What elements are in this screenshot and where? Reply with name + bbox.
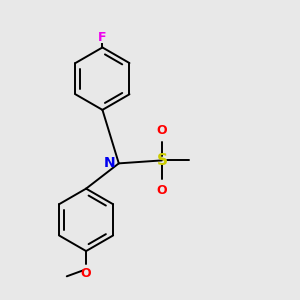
- Text: O: O: [81, 267, 92, 280]
- Text: S: S: [156, 153, 167, 168]
- Text: N: N: [103, 156, 115, 170]
- Text: F: F: [98, 31, 107, 44]
- Text: O: O: [157, 124, 167, 136]
- Text: O: O: [157, 184, 167, 197]
